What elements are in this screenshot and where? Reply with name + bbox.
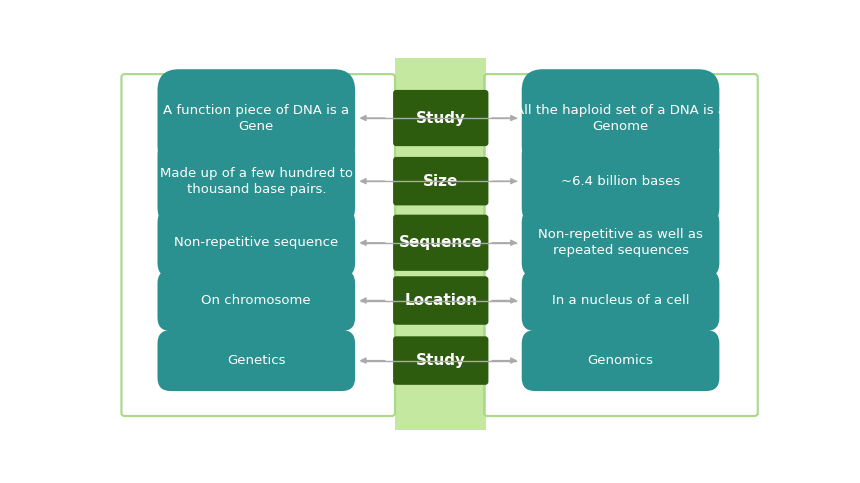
- Text: Study: Study: [415, 353, 466, 368]
- Text: In a nucleus of a cell: In a nucleus of a cell: [552, 294, 690, 307]
- FancyBboxPatch shape: [393, 157, 488, 205]
- Text: Non-repetitive as well as
repeated sequences: Non-repetitive as well as repeated seque…: [538, 228, 703, 257]
- Text: Genomics: Genomics: [587, 354, 654, 367]
- FancyBboxPatch shape: [522, 208, 719, 278]
- FancyBboxPatch shape: [393, 214, 488, 271]
- FancyBboxPatch shape: [522, 135, 719, 227]
- FancyBboxPatch shape: [157, 270, 355, 331]
- Text: Sequence: Sequence: [399, 235, 482, 250]
- FancyBboxPatch shape: [393, 276, 488, 325]
- FancyBboxPatch shape: [157, 208, 355, 278]
- FancyBboxPatch shape: [157, 330, 355, 391]
- Text: Location: Location: [404, 293, 477, 308]
- Text: ~6.4 billion bases: ~6.4 billion bases: [561, 175, 680, 188]
- Text: On chromosome: On chromosome: [201, 294, 311, 307]
- Text: Non-repetitive sequence: Non-repetitive sequence: [175, 236, 339, 249]
- FancyBboxPatch shape: [522, 330, 719, 391]
- FancyBboxPatch shape: [157, 69, 355, 167]
- Text: All the haploid set of a DNA is a
Genome: All the haploid set of a DNA is a Genome: [515, 103, 726, 132]
- Text: A function piece of DNA is a
Gene: A function piece of DNA is a Gene: [163, 103, 349, 132]
- FancyBboxPatch shape: [157, 135, 355, 227]
- FancyBboxPatch shape: [393, 336, 488, 385]
- Text: Study: Study: [415, 111, 466, 126]
- FancyBboxPatch shape: [522, 69, 719, 167]
- Text: Made up of a few hundred to
thousand base pairs.: Made up of a few hundred to thousand bas…: [160, 167, 353, 196]
- Text: Size: Size: [423, 174, 458, 189]
- FancyBboxPatch shape: [522, 270, 719, 331]
- FancyBboxPatch shape: [395, 58, 487, 430]
- FancyBboxPatch shape: [393, 90, 488, 146]
- Text: Genetics: Genetics: [227, 354, 286, 367]
